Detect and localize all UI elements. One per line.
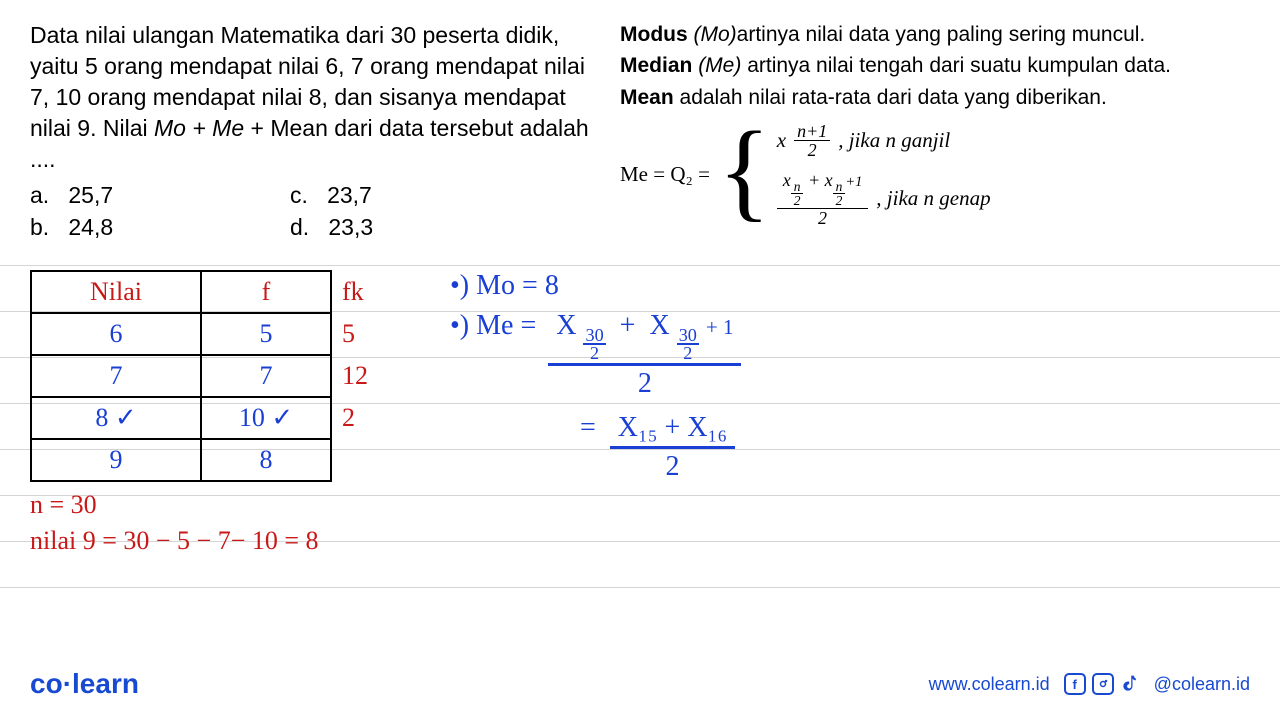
option-d: d. 23,3 xyxy=(290,211,540,243)
case2-cond: , jika n genap xyxy=(876,184,990,213)
nilai9-calc-line: nilai 9 = 30 − 5 − 7− 10 = 8 xyxy=(30,526,1250,556)
option-c: c. 23,7 xyxy=(290,179,540,211)
mo-line: •) Mo = 8 xyxy=(450,270,745,302)
table-row: 6 5 5 xyxy=(31,313,401,355)
case-even: xn2 + xn2+1 2 , jika n genap xyxy=(777,171,991,227)
th-fk: fk xyxy=(331,271,401,313)
option-a: a. 25,7 xyxy=(30,179,280,211)
frequency-table: Nilai f fk 6 5 5 7 7 12 8 ✓ 10 ✓ 2 9 8 xyxy=(30,270,401,482)
th-f: f xyxy=(201,271,331,313)
question-text: Data nilai ulangan Matematika dari 30 pe… xyxy=(30,20,590,175)
tiktok-icon xyxy=(1120,674,1140,694)
q-part2: Mo + Me xyxy=(154,115,244,141)
instagram-icon xyxy=(1092,673,1114,695)
options: a. 25,7 b. 24,8 c. 23,7 d. 23,3 xyxy=(30,179,590,243)
question-block: Data nilai ulangan Matematika dari 30 pe… xyxy=(30,20,590,244)
median-formula: Me = Q₂ = { xn+12 , jika n ganjil xn2 + … xyxy=(620,122,1250,227)
calculation-block: •) Mo = 8 •) Me = X 302 + X 302 + 1 2 = … xyxy=(450,270,745,491)
def-median: Median (Me) artinya nilai tengah dari su… xyxy=(620,51,1250,80)
case-odd: xn+12 , jika n ganjil xyxy=(777,122,991,159)
th-nilai: Nilai xyxy=(31,271,201,313)
case1-cond: , jika n ganjil xyxy=(838,126,950,155)
formula-lhs: Me = Q₂ = xyxy=(620,160,710,189)
n-equals-line: n = 30 xyxy=(30,490,1250,520)
colearn-logo: co·learn xyxy=(30,668,139,700)
table-row: 8 ✓ 10 ✓ 2 xyxy=(31,397,401,439)
definitions-block: Modus (Mo)artinya nilai data yang paling… xyxy=(620,20,1250,244)
social-icons: f xyxy=(1064,673,1140,695)
def-modus: Modus (Mo)artinya nilai data yang paling… xyxy=(620,20,1250,49)
option-b: b. 24,8 xyxy=(30,211,280,243)
facebook-icon: f xyxy=(1064,673,1086,695)
footer: co·learn www.colearn.id f @colearn.id xyxy=(30,668,1250,700)
table-row: 9 8 xyxy=(31,439,401,481)
footer-url: www.colearn.id xyxy=(929,674,1050,695)
def-mean: Mean adalah nilai rata-rata dari data ya… xyxy=(620,83,1250,112)
table-row: 7 7 12 xyxy=(31,355,401,397)
footer-handle: @colearn.id xyxy=(1154,674,1250,695)
me-result-line: = X₁₅ + X₁₆ 2 xyxy=(580,412,745,483)
me-line: •) Me = X 302 + X 302 + 1 2 xyxy=(450,310,745,400)
